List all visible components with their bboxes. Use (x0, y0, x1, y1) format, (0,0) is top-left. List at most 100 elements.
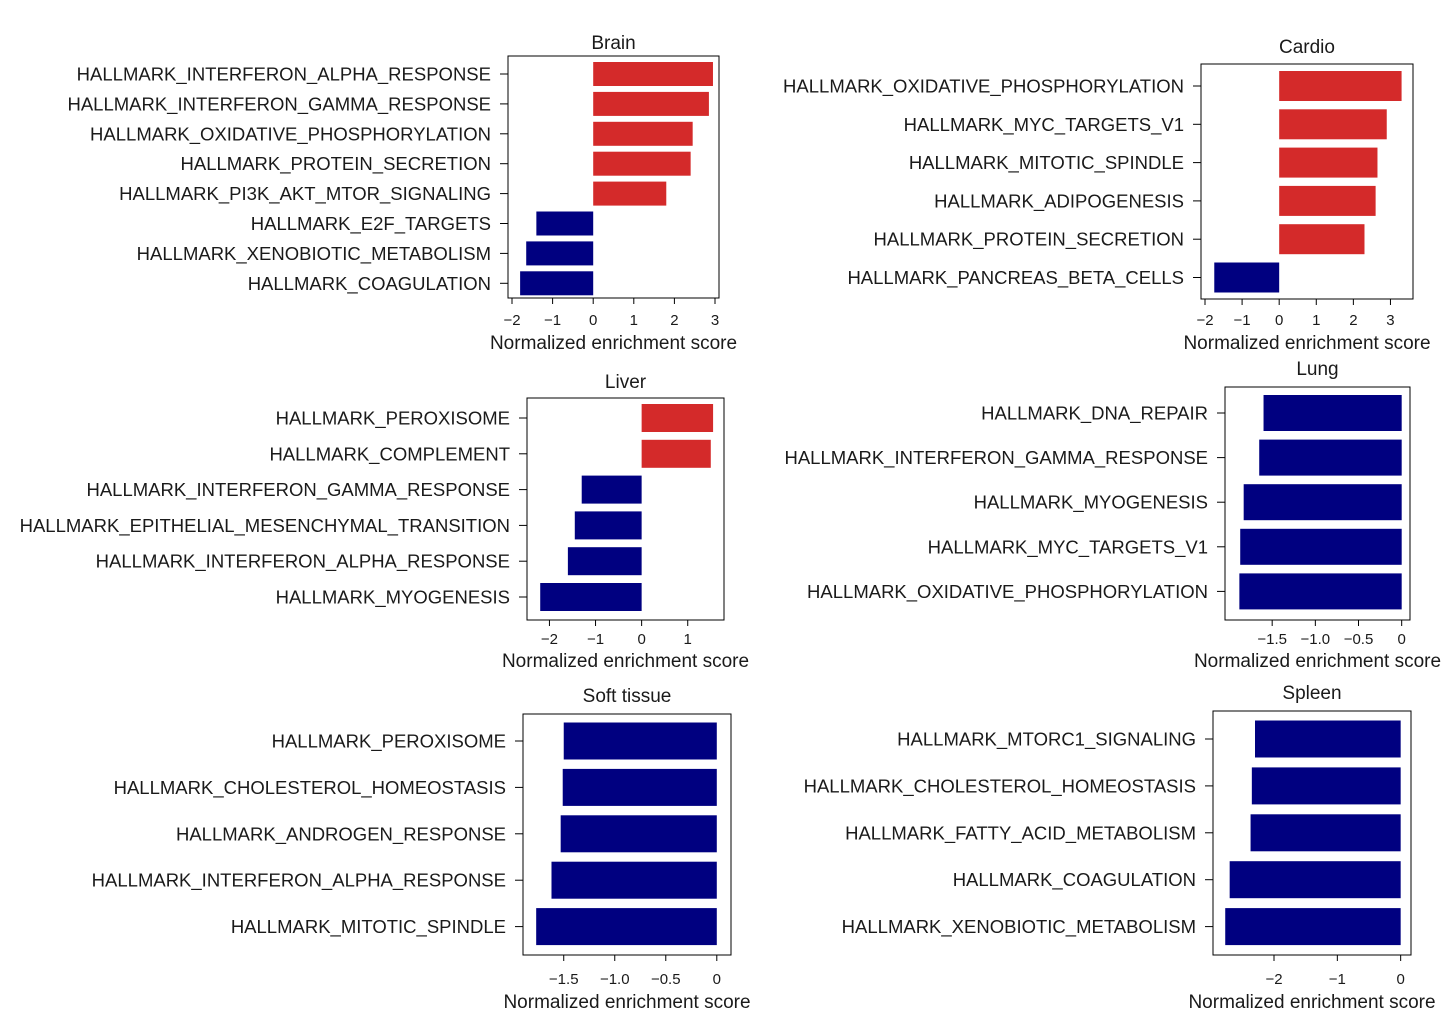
bar (1229, 861, 1401, 899)
panel-title: Brain (591, 33, 635, 54)
category-label: HALLMARK_COMPLEMENT (269, 443, 510, 465)
x-tick-label: 3 (711, 312, 719, 329)
category-label: HALLMARK_MYC_TARGETS_V1 (904, 114, 1184, 136)
x-tick-label: −2 (503, 312, 520, 329)
category-label: HALLMARK_MYOGENESIS (974, 492, 1208, 514)
bar (1243, 484, 1402, 521)
category-label: HALLMARK_XENOBIOTIC_METABOLISM (137, 243, 491, 265)
category-label: HALLMARK_OXIDATIVE_PHOSPHORYLATION (90, 123, 491, 145)
bar (526, 241, 594, 266)
bar (641, 439, 711, 468)
category-label: HALLMARK_COAGULATION (248, 273, 491, 295)
x-tick-label: −1.0 (600, 971, 630, 988)
x-tick-label: 0 (1396, 971, 1404, 988)
category-label: HALLMARK_ANDROGEN_RESPONSE (176, 823, 506, 845)
x-tick-label: −1.0 (1301, 631, 1331, 648)
x-tick-label: 1 (1312, 312, 1320, 329)
x-axis-label: Normalized enrichment score (502, 651, 749, 672)
category-label: HALLMARK_INTERFERON_ALPHA_RESPONSE (77, 64, 491, 86)
plot-frame (507, 55, 720, 299)
panel-title: Spleen (1282, 683, 1341, 704)
x-tick-label: 0 (637, 631, 645, 648)
category-label: HALLMARK_MYOGENESIS (276, 587, 510, 609)
panel-liver: Liver HALLMARK_PEROXISOME HALLMARK_COMPLEM… (20, 372, 749, 672)
bar (1263, 395, 1402, 431)
x-tick-label: −0.5 (651, 971, 681, 988)
bar (1239, 573, 1402, 610)
x-tick-label: −1 (1329, 971, 1346, 988)
bar (641, 404, 714, 432)
panel-soft-tissue: Soft tissue HALLMARK_PEROXISOME HALLMARK_C… (92, 686, 751, 1013)
category-label: HALLMARK_INTERFERON_GAMMA_RESPONSE (67, 93, 491, 115)
panel-title: Soft tissue (583, 686, 672, 707)
bar (581, 475, 642, 504)
bar (1259, 439, 1402, 476)
bar (1251, 767, 1401, 805)
bar (1214, 262, 1280, 293)
x-tick-label: 3 (1386, 312, 1394, 329)
bar (1279, 109, 1387, 140)
x-tick-label: −2 (1265, 971, 1282, 988)
category-label: HALLMARK_COAGULATION (953, 869, 1196, 891)
panel-lung: Lung HALLMARK_DNA_REPAIR HALLMARK_INTERFER… (784, 359, 1441, 672)
category-label: HALLMARK_INTERFERON_ALPHA_RESPONSE (92, 870, 506, 892)
category-label: HALLMARK_PROTEIN_SECRETION (874, 229, 1184, 251)
category-label: HALLMARK_INTERFERON_GAMMA_RESPONSE (784, 447, 1208, 469)
x-tick-label: 0 (1398, 631, 1406, 648)
plot-frame (1224, 386, 1411, 621)
x-tick-label: −1 (587, 631, 604, 648)
category-label: HALLMARK_MTORC1_SIGNALING (897, 729, 1196, 751)
bar (1250, 814, 1401, 852)
category-label: HALLMARK_CHOLESTEROL_HOMEOSTASIS (114, 777, 506, 799)
category-label: HALLMARK_MYC_TARGETS_V1 (928, 536, 1208, 558)
bar (1279, 185, 1376, 216)
bar (593, 181, 667, 206)
bar (562, 768, 717, 806)
category-label: HALLMARK_PROTEIN_SECRETION (181, 153, 491, 175)
category-label: HALLMARK_ADIPOGENESIS (934, 190, 1184, 212)
x-tick-label: 2 (1349, 312, 1357, 329)
category-label: HALLMARK_OXIDATIVE_PHOSPHORYLATION (783, 76, 1184, 98)
plot-frame (526, 397, 725, 621)
x-tick-label: −2 (1196, 312, 1213, 329)
x-axis-label: Normalized enrichment score (1183, 333, 1430, 354)
category-label: HALLMARK_INTERFERON_GAMMA_RESPONSE (86, 479, 510, 501)
bar (551, 861, 717, 899)
bar (593, 121, 693, 146)
x-tick-label: −1.5 (1257, 631, 1287, 648)
category-label: HALLMARK_FATTY_ACID_METABOLISM (845, 822, 1196, 844)
bar (520, 271, 594, 296)
x-axis-label: Normalized enrichment score (490, 333, 737, 354)
category-label: HALLMARK_PI3K_AKT_MTOR_SIGNALING (119, 183, 491, 205)
panel-cardio: Cardio HALLMARK_OXIDATIVE_PHOSPHORYLATION… (783, 37, 1431, 354)
x-tick-label: −0.5 (1344, 631, 1374, 648)
bar (536, 211, 594, 236)
panel-title: Cardio (1279, 37, 1335, 58)
bar (1279, 71, 1402, 101)
category-label: HALLMARK_OXIDATIVE_PHOSPHORYLATION (807, 581, 1208, 603)
x-tick-label: 1 (630, 312, 638, 329)
x-tick-label: 2 (670, 312, 678, 329)
x-axis-label: Normalized enrichment score (503, 992, 750, 1013)
bar (1279, 147, 1378, 178)
x-tick-label: 1 (684, 631, 692, 648)
bar (593, 91, 709, 116)
category-label: HALLMARK_EPITHELIAL_MESENCHYMAL_TRANSITI… (20, 515, 510, 537)
x-tick-label: −1.5 (549, 971, 579, 988)
plot-frame (522, 713, 732, 956)
bar (536, 908, 717, 946)
bar (593, 62, 713, 86)
category-label: HALLMARK_E2F_TARGETS (251, 213, 491, 235)
category-label: HALLMARK_CHOLESTEROL_HOMEOSTASIS (804, 775, 1196, 797)
category-label: HALLMARK_XENOBIOTIC_METABOLISM (842, 916, 1196, 938)
x-tick-label: −2 (541, 631, 558, 648)
bar (1225, 908, 1401, 946)
panel-spleen: Spleen HALLMARK_MTORC1_SIGNALING HALLMARK_… (804, 683, 1436, 1013)
x-axis-label: Normalized enrichment score (1194, 651, 1441, 672)
category-label: HALLMARK_MITOTIC_SPINDLE (231, 916, 506, 938)
bar (574, 511, 642, 540)
x-tick-label: −1 (544, 312, 561, 329)
bar (540, 583, 642, 611)
category-label: HALLMARK_DNA_REPAIR (981, 403, 1208, 425)
bar (1255, 720, 1401, 758)
